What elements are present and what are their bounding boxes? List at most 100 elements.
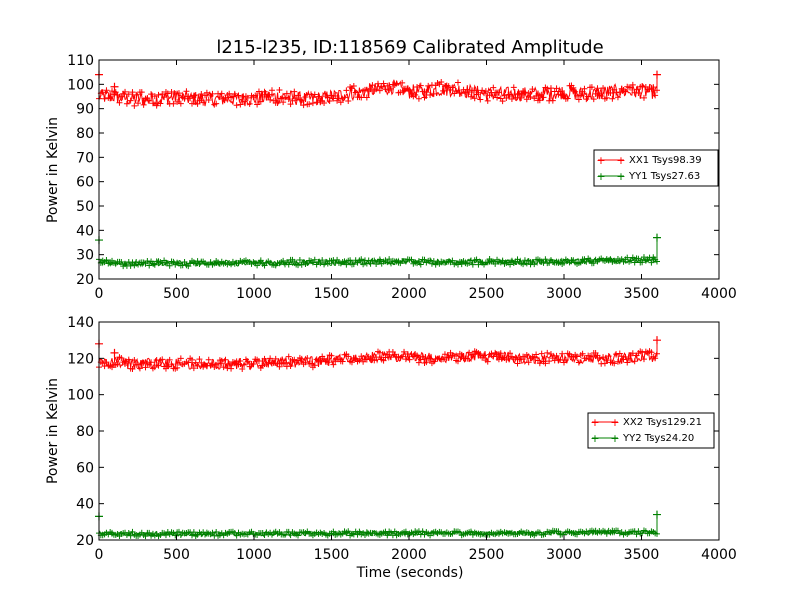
top-data-point [289, 97, 296, 104]
top-data-point [360, 261, 367, 268]
x-axis-label: Time (seconds) [356, 565, 464, 581]
top-y-tick-label: 30 [76, 248, 94, 264]
top-data-point [255, 88, 262, 95]
bottom-data-point [304, 355, 311, 362]
top-data-point [306, 101, 313, 108]
legend-marker-xx1-plus-a: + [596, 154, 605, 167]
bottom-data-point [185, 359, 192, 366]
top-data-point [386, 256, 393, 263]
bottom-data-point [244, 358, 251, 365]
top-data-point [564, 95, 571, 102]
top-data-point [557, 88, 564, 95]
bottom-data-point [631, 358, 638, 365]
top-data-point [508, 95, 515, 102]
bottom-data-point [220, 364, 227, 371]
bottom-data-point [427, 355, 434, 362]
top-data-point [259, 91, 266, 98]
top-data-point [484, 97, 491, 104]
top-data-point [521, 257, 528, 264]
bottom-data-point [175, 528, 182, 535]
top-data-point [170, 100, 177, 107]
top-data-point [135, 100, 142, 107]
bottom-data-point [629, 350, 636, 357]
bottom-data-point [226, 360, 233, 367]
bottom-data-point [285, 353, 292, 360]
bottom-y-tick-label: 100 [67, 388, 94, 404]
top-data-point [321, 100, 328, 107]
bottom-outlier-point [653, 510, 661, 519]
top-data-point [146, 262, 153, 269]
bottom-data-point [376, 349, 383, 356]
top-data-point [631, 259, 638, 266]
top-data-point [181, 259, 188, 266]
top-data-point [499, 257, 506, 264]
top-data-point [235, 92, 242, 99]
top-data-point [159, 90, 166, 97]
bottom-data-point [484, 358, 491, 365]
bottom-data-point [224, 365, 231, 372]
top-data-point [252, 92, 259, 99]
bottom-data-point [559, 350, 566, 357]
top-data-point [453, 87, 460, 94]
legend-marker-yy1-plus-a: + [596, 170, 605, 183]
top-data-point [640, 254, 647, 261]
top-data-point [427, 91, 434, 98]
top-data-point [551, 88, 558, 95]
top-data-point [466, 89, 473, 96]
bottom-data-point [551, 357, 558, 364]
bottom-data-point [216, 357, 223, 364]
bottom-legend: + + XX2 Tsys129.21 + + YY2 Tsys24.20 [587, 412, 715, 449]
bottom-data-point [505, 355, 512, 362]
bottom-data-point [603, 357, 610, 364]
top-data-point [196, 97, 203, 104]
bottom-outlier-point [653, 336, 661, 345]
top-data-point [561, 259, 567, 266]
top-data-point [423, 89, 430, 96]
top-data-point [103, 256, 110, 263]
top-data-point [276, 86, 283, 93]
top-data-point [218, 90, 225, 97]
bottom-data-point [345, 353, 352, 360]
top-data-point [430, 258, 437, 265]
bottom-data-point [601, 360, 608, 367]
top-data-point [490, 84, 497, 91]
top-data-point [570, 84, 577, 91]
bottom-data-point [523, 352, 530, 359]
top-y-tick-label: 80 [76, 126, 94, 142]
top-data-point [440, 87, 447, 94]
top-data-point [469, 87, 476, 94]
top-data-point [350, 82, 357, 89]
bottom-data-point [622, 354, 629, 361]
bottom-data-point [441, 351, 448, 358]
bottom-data-point [136, 365, 143, 372]
bottom-data-point [190, 365, 197, 372]
top-data-point [393, 80, 400, 87]
top-data-point [200, 99, 207, 106]
bottom-data-point [391, 528, 398, 535]
top-data-point [639, 83, 646, 90]
top-data-point [278, 95, 285, 102]
bottom-data-point [399, 353, 406, 360]
bottom-data-point [261, 355, 268, 362]
top-data-point [181, 95, 188, 102]
bottom-x-tick-label: 2500 [469, 547, 505, 563]
top-data-point [629, 81, 636, 88]
bottom-data-point [125, 356, 132, 363]
top-data-point [103, 87, 110, 94]
bottom-data-point [127, 532, 134, 539]
bottom-data-point [164, 363, 171, 370]
bottom-x-tick-label: 3000 [546, 547, 582, 563]
top-data-point [131, 102, 138, 109]
bottom-data-point [328, 352, 335, 359]
top-data-point [585, 93, 592, 100]
bottom-data-point [371, 357, 378, 364]
bottom-data-point [142, 364, 149, 371]
bottom-data-point [259, 362, 266, 369]
top-data-point [482, 88, 489, 95]
top-data-point [114, 92, 121, 99]
top-data-point [516, 90, 523, 97]
bottom-data-point [419, 353, 426, 360]
top-data-point [241, 98, 248, 105]
bottom-data-point [507, 350, 514, 357]
legend-marker-yy2-plus-b: + [610, 432, 619, 445]
